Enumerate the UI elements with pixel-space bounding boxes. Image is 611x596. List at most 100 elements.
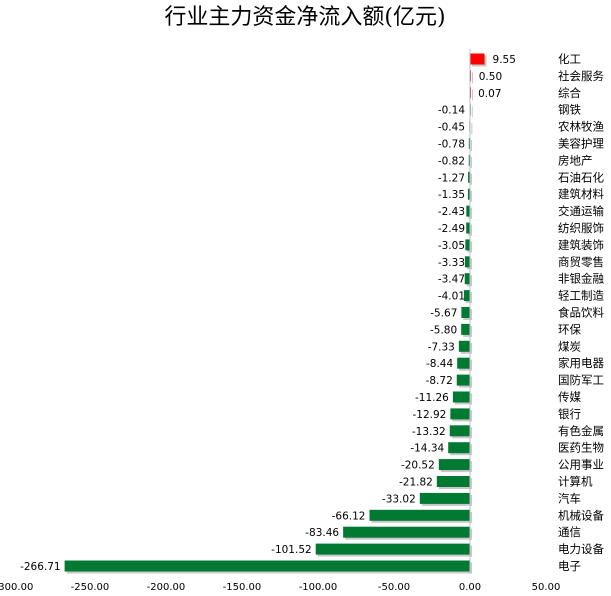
value-label: -3.33 (438, 257, 465, 269)
bar-shadow (471, 157, 472, 168)
category-label: 交通运输 (558, 204, 604, 218)
value-label: -0.78 (438, 139, 465, 151)
category-label: 家用电器 (558, 356, 604, 370)
bar (420, 493, 470, 504)
value-label: -7.33 (428, 341, 455, 353)
bar-shadow (471, 123, 472, 134)
value-label: -1.27 (438, 172, 465, 184)
value-label: -0.45 (438, 122, 465, 134)
bars: 9.55 化工 0.50 社会服务 0.07 综合 -0.14 钢铁 -0.45 农林牧渔 -0.7… (20, 52, 604, 574)
category-label: 传媒 (558, 390, 581, 404)
category-label: 国防军工 (558, 373, 604, 387)
category-label: 电子 (558, 559, 581, 573)
value-label: -2.43 (438, 206, 465, 218)
category-label: 有色金属 (558, 424, 604, 438)
x-tick-label: 0.00 (459, 582, 481, 593)
value-label: -0.82 (438, 155, 465, 167)
category-label: 电力设备 (558, 542, 604, 556)
category-label: 计算机 (558, 475, 593, 489)
value-label: -12.92 (413, 409, 447, 421)
bar (450, 425, 470, 436)
bar (316, 544, 470, 555)
bar (439, 459, 470, 470)
x-tick-label: 50.00 (532, 582, 561, 593)
bar (453, 392, 470, 403)
x-tick-label: -200.00 (147, 582, 186, 593)
bar-shadow (472, 72, 473, 83)
value-label: -2.49 (438, 223, 465, 235)
chart-title: 行业主力资金净流入额(亿元) (164, 5, 445, 30)
bar (461, 324, 470, 335)
category-label: 汽车 (558, 491, 581, 505)
category-label: 美容护理 (558, 137, 604, 151)
value-label: -266.71 (20, 561, 61, 573)
bar (470, 54, 485, 65)
bar (461, 307, 470, 318)
value-label: -5.80 (430, 324, 457, 336)
bar (465, 239, 470, 250)
category-label: 纺织服饰 (558, 221, 604, 235)
bar (466, 206, 470, 217)
category-label: 商贸零售 (558, 255, 604, 269)
value-label: -3.47 (438, 274, 465, 286)
category-label: 石油石化 (558, 170, 604, 184)
category-label: 钢铁 (558, 103, 581, 117)
category-label: 建筑装饰 (558, 238, 604, 252)
category-label: 公用事业 (558, 458, 604, 472)
x-tick-label: -300.00 (0, 582, 33, 593)
bar (457, 358, 470, 369)
value-label: -83.46 (305, 527, 339, 539)
value-label: -8.44 (426, 358, 453, 370)
value-label: -0.14 (438, 105, 465, 117)
category-label: 环保 (558, 322, 581, 336)
value-label: -5.67 (430, 308, 457, 320)
value-label: -14.34 (410, 443, 444, 455)
category-label: 通信 (558, 525, 581, 539)
x-tick-label: -250.00 (71, 582, 110, 593)
category-label: 煤炭 (558, 339, 581, 353)
bar-shadow (472, 106, 473, 117)
value-label: 0.07 (478, 88, 501, 100)
bar-shadow (471, 140, 472, 151)
value-label: -13.32 (412, 426, 446, 438)
x-tick-label: -150.00 (223, 582, 262, 593)
value-label: -1.35 (438, 189, 465, 201)
category-label: 社会服务 (558, 69, 604, 83)
category-label: 非银金融 (558, 272, 604, 286)
value-label: -11.26 (415, 392, 449, 404)
category-label: 食品饮料 (558, 306, 604, 320)
bar-shadow (472, 89, 473, 100)
value-label: 9.55 (493, 54, 516, 66)
category-label: 农林牧渔 (558, 120, 604, 134)
value-label: -101.52 (271, 544, 312, 556)
value-label: -3.05 (438, 240, 465, 252)
bar (450, 408, 470, 419)
bar (466, 223, 470, 234)
bar (459, 341, 470, 352)
bar (448, 442, 470, 453)
bar (343, 527, 470, 538)
bar (465, 256, 470, 267)
value-label: -8.72 (426, 375, 453, 387)
x-tick-label: -50.00 (378, 582, 410, 593)
bar (370, 510, 471, 521)
bar (437, 476, 470, 487)
x-tick-label: -100.00 (299, 582, 338, 593)
value-label: -21.82 (399, 477, 433, 489)
category-label: 化工 (558, 52, 581, 66)
x-axis: -300.00 -250.00 -200.00 -150.00 -100.00 -50.0… (0, 49, 560, 593)
bar (65, 561, 470, 572)
bar (465, 273, 470, 284)
value-label: -4.01 (438, 291, 465, 303)
category-label: 建筑材料 (558, 187, 604, 201)
value-label: -20.52 (401, 460, 435, 472)
value-label: -33.02 (382, 493, 416, 505)
category-label: 轻工制造 (558, 289, 604, 303)
category-label: 医药生物 (558, 441, 604, 455)
category-label: 银行 (558, 407, 581, 421)
category-label: 房地产 (558, 153, 593, 167)
value-label: 0.50 (479, 71, 502, 83)
bar (457, 375, 470, 386)
category-label: 综合 (558, 86, 581, 100)
